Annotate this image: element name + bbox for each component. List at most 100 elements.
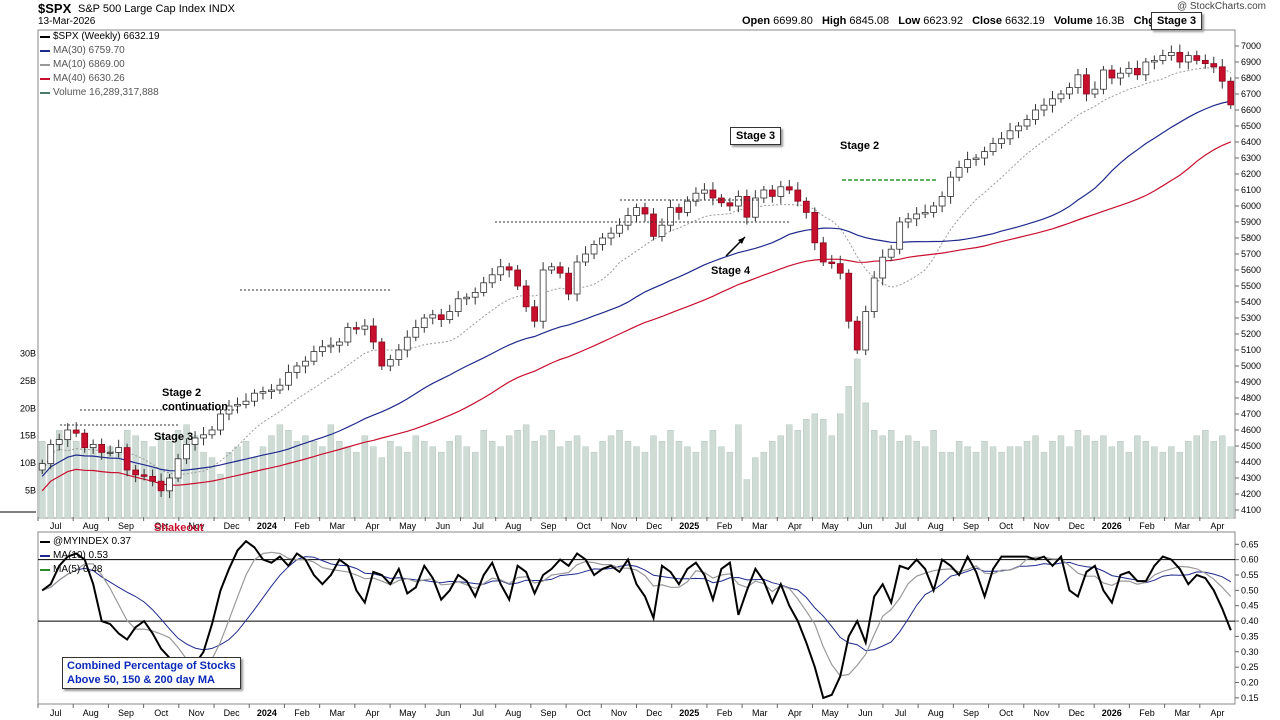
candle-body <box>268 389 275 393</box>
price-candle <box>607 227 615 246</box>
volume-bar <box>862 402 869 519</box>
x-axis-indicator-label: Feb <box>294 708 310 718</box>
x-axis-indicator-label: Feb <box>1139 708 1155 718</box>
candle-body <box>811 211 819 244</box>
volume-bar <box>786 424 793 519</box>
candle-body <box>573 261 581 295</box>
x-axis-main-label: Dec <box>1069 521 1086 531</box>
indicator-legend-entry: MA(5) 0.48 <box>40 563 131 577</box>
volume-bar <box>870 430 878 519</box>
price-candle <box>1040 98 1048 117</box>
volume-bar <box>769 440 776 519</box>
x-axis-indicator-label: 2026 <box>1102 708 1122 718</box>
indicator-tick-label: 0.60 <box>1241 555 1259 565</box>
price-candle <box>709 182 717 206</box>
price-candle <box>684 196 691 217</box>
price-candle <box>420 314 428 333</box>
x-axis-indicator-label: Sep <box>118 708 134 718</box>
candle-body <box>1117 72 1124 79</box>
candle-body <box>582 253 589 263</box>
main-legend-entry: MA(10) 6869.00 <box>40 58 160 72</box>
candle-body <box>302 360 309 367</box>
candle-body <box>149 475 156 482</box>
volume-bar <box>480 430 487 519</box>
price-candle <box>488 267 496 288</box>
price-candle <box>319 339 326 357</box>
x-axis-indicator-label: Dec <box>1069 708 1086 718</box>
candle-body <box>463 296 471 300</box>
candle-body <box>599 237 606 245</box>
volume-bar <box>607 435 615 519</box>
shakeout-label: Shakeout <box>154 522 204 534</box>
candle-body <box>1032 109 1039 121</box>
volume-bar <box>709 430 717 519</box>
volume-bar <box>1125 451 1133 519</box>
volume-bar <box>1219 435 1226 519</box>
price-candle <box>208 426 216 439</box>
price-candle <box>344 322 352 346</box>
candle-body <box>531 306 538 322</box>
volume-bar <box>319 446 326 519</box>
x-axis-indicator-label: Apr <box>365 708 379 718</box>
price-candle <box>667 199 674 232</box>
volume-bar <box>302 435 309 519</box>
volume-bar <box>667 430 674 519</box>
price-candle <box>828 255 836 269</box>
candle-body <box>972 157 980 161</box>
price-candle <box>1023 114 1031 130</box>
price-candle <box>972 154 980 166</box>
price-tick-label: 5200 <box>1241 329 1261 339</box>
price-tick-label: 4100 <box>1241 505 1261 515</box>
candle-body <box>1091 88 1099 95</box>
index-full-name: S&P 500 Large Cap Index <box>78 3 206 15</box>
price-candle <box>590 240 598 260</box>
volume-bar <box>921 446 929 519</box>
price-candle <box>1142 58 1150 82</box>
price-candle <box>955 160 963 182</box>
price-tick-label: 4200 <box>1241 489 1261 499</box>
price-candle <box>115 439 123 458</box>
price-tick-label: 6300 <box>1241 153 1261 163</box>
candle-body <box>412 327 420 338</box>
price-candle <box>98 438 106 460</box>
price-candle <box>616 218 623 238</box>
indicator-ma10-line <box>42 556 1232 652</box>
volume-bar <box>718 446 725 519</box>
x-axis-main-label: Jul <box>50 521 62 531</box>
info-box-text: Combined Percentage of Stocks Above 50, … <box>67 660 236 686</box>
volume-bar <box>98 451 105 519</box>
volume-bar <box>1176 451 1184 519</box>
price-candle <box>403 330 411 358</box>
low-value: 6623.92 <box>923 15 963 27</box>
candle-body <box>183 443 190 460</box>
indicator-tick-label: 0.25 <box>1241 662 1259 672</box>
volume-bar <box>726 451 734 519</box>
volume-bar <box>200 451 207 519</box>
candle-body <box>157 480 165 492</box>
close-label: Close <box>972 15 1003 27</box>
price-candle <box>454 290 462 317</box>
price-candle <box>149 469 156 487</box>
volume-bar <box>293 440 301 519</box>
volume-bars <box>39 358 1234 519</box>
volume-bar <box>904 435 912 519</box>
x-axis-indicator-label: Jun <box>436 708 451 718</box>
stage4-label: Stage 4 <box>711 265 751 277</box>
candle-body <box>200 434 207 439</box>
main-legend-swatch <box>40 64 50 66</box>
price-candle <box>1227 77 1235 109</box>
ma40-line <box>41 141 1232 492</box>
volume-bar <box>1023 440 1031 519</box>
candle-body <box>72 429 80 434</box>
price-candle <box>1015 122 1022 139</box>
volume-bar <box>531 440 538 519</box>
x-axis-main-label: 2024 <box>257 521 277 531</box>
price-candle <box>293 362 301 379</box>
volume-bar <box>947 451 954 519</box>
volume-bar <box>913 440 920 519</box>
x-axis-main-label: 2025 <box>679 521 699 531</box>
price-candle <box>395 344 403 366</box>
price-candle <box>1091 81 1099 98</box>
x-axis-indicator-label: Aug <box>83 708 99 718</box>
volume-bar <box>998 451 1005 519</box>
